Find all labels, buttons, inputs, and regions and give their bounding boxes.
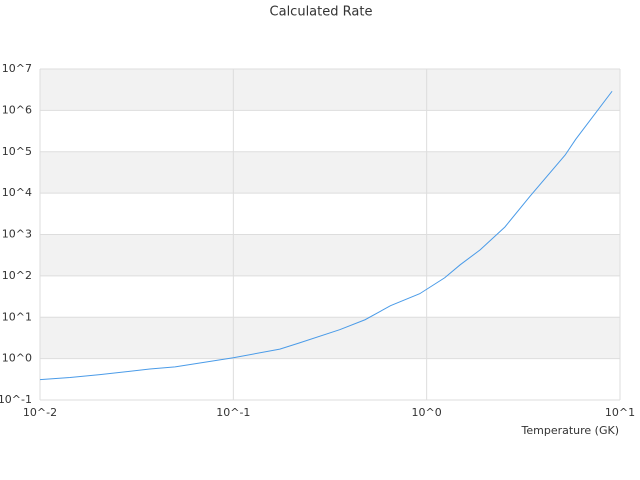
y-tick-label: 10^3 bbox=[2, 228, 32, 241]
x-tick-label: 10^-1 bbox=[216, 406, 250, 419]
chart-title: Calculated Rate bbox=[270, 5, 373, 20]
data-line bbox=[39, 90, 613, 381]
x-axis-label: Temperature (GK) bbox=[521, 424, 620, 437]
x-tick-label: 10^0 bbox=[412, 406, 442, 419]
y-tick-label: 10^-1 bbox=[0, 393, 32, 406]
y-tick-label: 10^5 bbox=[2, 145, 32, 158]
y-tick-label: 10^2 bbox=[2, 269, 32, 282]
y-tick-label: 10^1 bbox=[2, 310, 32, 323]
grid-band bbox=[40, 317, 620, 359]
x-tick-label: 10^-2 bbox=[23, 406, 57, 419]
grid-band bbox=[40, 234, 620, 276]
x-tick-label: 10^1 bbox=[605, 406, 635, 419]
y-tick-label: 10^0 bbox=[2, 352, 32, 365]
y-tick-label: 10^4 bbox=[2, 186, 32, 199]
y-tick-label: 10^7 bbox=[2, 62, 32, 75]
y-tick-label: 10^6 bbox=[2, 103, 32, 116]
grid-band bbox=[40, 151, 620, 194]
grid-band bbox=[40, 69, 620, 111]
